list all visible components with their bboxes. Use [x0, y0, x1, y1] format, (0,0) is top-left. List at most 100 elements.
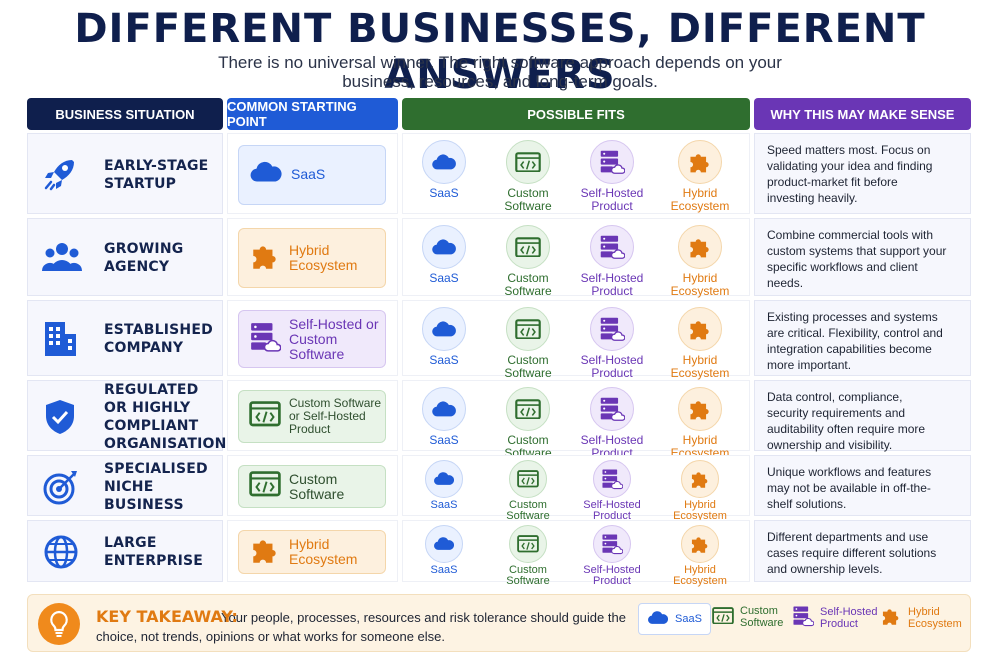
fit-label: Hybrid Ecosystem — [673, 564, 727, 587]
why-text: Data control, compliance, security requi… — [767, 390, 926, 452]
situation-cell: GROWING AGENCY — [27, 218, 223, 296]
starting-point-cell: Hybrid Ecosystem — [227, 218, 398, 296]
legend-label: Custom Software — [740, 605, 784, 629]
starting-point-label: Hybrid Ecosystem — [289, 242, 358, 273]
puzzle-icon — [678, 307, 722, 351]
table-row: SPECIALISED NICHE BUSINESS Custom Software S… — [27, 455, 972, 522]
why-cell: Existing processes and systems are criti… — [754, 300, 971, 376]
fit-custom: Custom Software — [492, 225, 564, 298]
key-takeaway-box: Your people, processes, resources and ri… — [27, 594, 971, 652]
page-title: DIFFERENT BUSINESSES, DIFFERENT ANSWERS — [74, 6, 926, 98]
fit-custom: Custom Software — [492, 387, 564, 460]
situation-label-line: COMPANY — [104, 340, 184, 356]
situation-label: LARGE ENTERPRISE — [104, 534, 203, 570]
code-window-icon — [249, 471, 281, 502]
header-why: WHY THIS MAY MAKE SENSE — [754, 98, 971, 130]
code-window-icon — [506, 225, 550, 269]
puzzle-icon — [681, 525, 719, 563]
why-cell: Unique workflows and features may not be… — [754, 455, 971, 516]
why-cell: Speed matters most. Focus on validating … — [754, 133, 971, 214]
header-starting-point: COMMON STARTING POINT — [227, 98, 398, 130]
server-icon — [590, 307, 634, 351]
starting-point-label: Hybrid Ecosystem — [289, 536, 358, 567]
fit-label: Self-Hosted Product — [583, 499, 641, 522]
situation-label-line: EARLY-STAGE — [104, 157, 209, 174]
puzzle-icon — [880, 605, 902, 630]
fit-label: SaaS — [430, 564, 458, 576]
why-text: Speed matters most. Focus on validating … — [767, 143, 933, 205]
page-subtitle: There is no universal winner. The right … — [218, 53, 782, 91]
server-icon — [593, 525, 631, 563]
fit-saas: SaaS — [408, 525, 480, 576]
fit-label: SaaS — [429, 353, 459, 367]
fit-selfhosted: Self-Hosted Product — [576, 140, 648, 213]
fit-label: Custom Software — [504, 271, 552, 298]
fit-label: Self-Hosted Product — [580, 353, 644, 380]
code-window-icon — [509, 525, 547, 563]
cloud-icon — [422, 225, 466, 269]
starting-point-card: SaaS — [238, 144, 386, 205]
fit-hybrid: Hybrid Ecosystem — [664, 140, 736, 213]
fit-selfhosted: Self-Hosted Product — [576, 387, 648, 460]
situation-label-line: ESTABLISHED — [104, 322, 213, 338]
fit-saas: SaaS — [408, 140, 480, 200]
puzzle-icon — [678, 387, 722, 431]
situation-cell: SPECIALISED NICHE BUSINESS — [27, 455, 223, 516]
situation-cell: EARLY-STAGE STARTUP — [27, 133, 223, 214]
table-row: GROWING AGENCY Hybrid Ecosystem SaaS Custom … — [27, 218, 972, 298]
fit-label: Hybrid Ecosystem — [670, 353, 730, 380]
legend-item-custom: Custom Software — [712, 605, 800, 629]
fit-custom: Custom Software — [492, 460, 564, 522]
cloud-icon — [425, 460, 463, 498]
situation-label: EARLY-STAGE STARTUP — [104, 157, 208, 193]
fit-label: Custom Software — [506, 499, 550, 522]
server-icon — [593, 460, 631, 498]
table-row: REGULATED OR HIGHLY COMPLIANT ORGANISATION C… — [27, 380, 972, 460]
fit-hybrid: Hybrid Ecosystem — [664, 225, 736, 298]
situation-label-line: SPECIALISED — [104, 460, 208, 477]
fit-custom: Custom Software — [492, 525, 564, 587]
people-icon — [41, 239, 83, 275]
legend-item-selfhosted: Self-Hosted Product — [792, 605, 880, 630]
why-text: Combine commercial tools with custom sys… — [767, 228, 947, 290]
cloud-icon — [422, 387, 466, 431]
situation-label-line: NICHE — [104, 478, 154, 495]
fit-saas: SaaS — [408, 460, 480, 511]
fit-label: Hybrid Ecosystem — [673, 499, 727, 522]
starting-point-card: Hybrid Ecosystem — [238, 530, 386, 574]
situation-label-line: OR HIGHLY — [104, 399, 191, 416]
possible-fits-cell: SaaS Custom Software Self-Hosted Product Hy… — [402, 218, 750, 298]
fit-label: Self-Hosted Product — [580, 186, 644, 213]
code-window-icon — [506, 387, 550, 431]
situation-label-line: REGULATED — [104, 381, 199, 398]
fit-label: SaaS — [429, 271, 459, 285]
possible-fits-cell: SaaS Custom Software Self-Hosted Product Hy… — [402, 520, 750, 587]
starting-point-cell: Custom Software or Self-Hosted Product — [227, 380, 398, 451]
cloud-icon — [425, 525, 463, 563]
fit-hybrid: Hybrid Ecosystem — [664, 460, 736, 522]
puzzle-icon — [249, 240, 281, 277]
legend-item-hybrid: Hybrid Ecosystem — [880, 605, 968, 630]
situation-label-line: BUSINESS — [104, 496, 184, 513]
code-window-icon — [506, 140, 550, 184]
starting-point-card: Custom Software or Self-Hosted Product — [238, 390, 386, 443]
situation-label-line: ORGANISATION — [104, 435, 227, 452]
header-possible-fits: POSSIBLE FITS — [402, 98, 750, 130]
target-icon — [42, 468, 78, 504]
fit-label: Hybrid Ecosystem — [670, 186, 730, 213]
rocket-icon — [42, 156, 78, 192]
situation-label-line: COMPLIANT — [104, 417, 199, 434]
takeaway-label: KEY TAKEAWAY: — [96, 607, 238, 626]
fit-custom: Custom Software — [492, 307, 564, 380]
cloud-icon — [647, 610, 669, 628]
situation-label: SPECIALISED NICHE BUSINESS — [104, 460, 208, 514]
situation-cell: ESTABLISHED COMPANY — [27, 300, 223, 376]
situation-label-line: STARTUP — [104, 175, 177, 192]
starting-point-label: Custom Software — [289, 470, 345, 502]
possible-fits-cell: SaaS Custom Software Self-Hosted Product Hy… — [402, 300, 750, 380]
legend-label: SaaS — [675, 613, 702, 626]
fit-hybrid: Hybrid Ecosystem — [664, 387, 736, 460]
fit-saas: SaaS — [408, 387, 480, 447]
fit-label: Self-Hosted Product — [580, 271, 644, 298]
fit-saas: SaaS — [408, 307, 480, 367]
